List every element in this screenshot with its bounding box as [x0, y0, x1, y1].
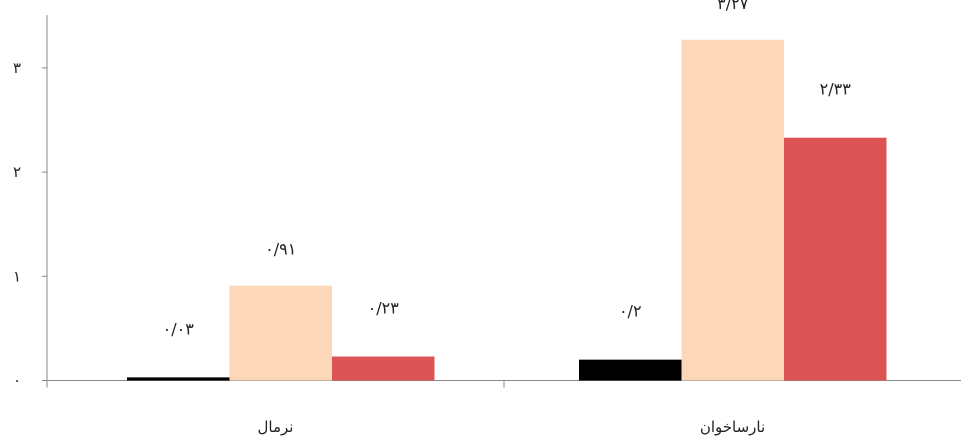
- y-axis: ۰ ۱ ۲ ۳: [13, 15, 48, 390]
- bar-value-label: ۰/۹۱: [265, 240, 296, 259]
- x-axis: نرمال نارساخوان: [46, 380, 961, 436]
- bar: [127, 377, 230, 381]
- bar-value-label: ۰/۰۳: [163, 319, 195, 338]
- bar-value-label: ۲/۳۳: [820, 80, 852, 99]
- bar-value-label: ۳/۲۷: [717, 0, 749, 13]
- bar: [784, 137, 887, 381]
- bars: [127, 39, 887, 381]
- x-category-label: نرمال: [258, 418, 294, 436]
- y-tick-label: ۲: [13, 163, 21, 181]
- x-category-label: نارساخوان: [700, 418, 765, 436]
- bar-value-label: ۰/۲: [619, 302, 642, 321]
- bar: [579, 359, 682, 381]
- bar: [681, 39, 784, 381]
- data-labels: ۰/۰۳ ۰/۹۱ ۰/۲۳ ۰/۲ ۳/۲۷ ۲/۳۳: [163, 0, 852, 338]
- y-tick-label: ۳: [13, 59, 21, 77]
- bar-value-label: ۰/۲۳: [368, 299, 400, 318]
- y-tick-label: ۱: [13, 267, 21, 285]
- bar: [332, 356, 435, 381]
- y-tick-label: ۰: [13, 372, 21, 390]
- bar: [229, 285, 332, 381]
